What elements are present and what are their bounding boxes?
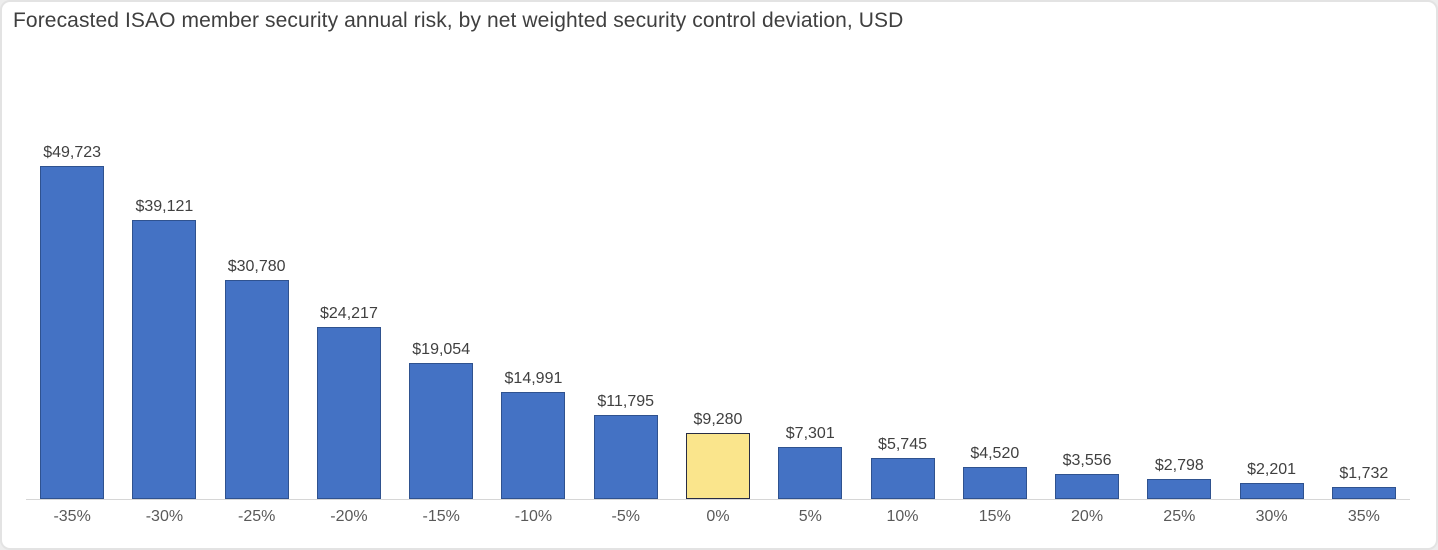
x-axis-tick-label: -15% [422,508,460,525]
bar-slot-15pct: $4,520 15% [949,145,1041,525]
bar [224,280,289,499]
chart-title: Forecasted ISAO member security annual r… [13,9,904,32]
x-axis-tick-label: 35% [1347,508,1380,525]
x-axis-tick-label: -5% [611,508,640,525]
bar-slot-10pct: $5,745 10% [856,145,948,525]
bar-slot-20pct: $3,556 20% [1041,145,1133,525]
x-axis-tick-label: -35% [53,508,91,525]
bar-value-label: $2,798 [1154,457,1204,474]
bar-value-label: $3,556 [1062,452,1112,469]
bar [316,327,381,499]
x-axis-tick-label: -25% [237,508,276,525]
bar-value-label: $24,217 [320,305,378,322]
bar [1331,487,1396,499]
bar-slot--10pct: $14,991 -10% [487,145,579,525]
bar-slot-5pct: $7,301 5% [764,145,856,525]
x-axis-tick-label: 10% [886,508,919,525]
bar-slot-25pct: $2,798 25% [1133,145,1225,525]
bar [40,166,105,499]
bar-value-label: $49,723 [43,144,102,161]
bar-value-label: $1,732 [1339,465,1389,482]
bar-slot-0pct: $9,280 0% [672,145,764,525]
bar [409,363,474,499]
bar-value-label: $7,301 [785,425,835,442]
bar-value-label: $30,780 [227,258,286,275]
bar-slot--35pct: $49,723 -35% [26,144,118,525]
bar [778,447,843,499]
bar [132,220,197,499]
bar-value-label: $11,795 [597,393,655,410]
x-axis-tick-label: 25% [1163,508,1196,525]
bar-value-label: $19,054 [412,341,471,358]
bar-value-label: $4,520 [970,445,1020,462]
bar-value-label: $5,745 [878,436,927,453]
bar-value-label: $14,991 [504,370,563,387]
plot-area: $49,723 -35% $39,121 -30% $30,780 -25% $… [26,144,1410,525]
bar [1147,479,1212,499]
bar-slot-35pct: $1,732 35% [1318,145,1410,525]
bar-slot--30pct: $39,121 -30% [118,145,210,525]
bar-slot--25pct: $30,780 -25% [211,145,303,525]
x-axis-tick-label: 5% [798,508,822,525]
bar [1055,474,1120,499]
bar-slot--20pct: $24,217 -20% [303,145,395,525]
x-axis-tick-label: -10% [514,508,553,525]
x-axis-tick-label: 30% [1255,508,1288,525]
x-axis-tick-label: -30% [145,508,184,525]
bar-value-label: $9,280 [693,411,743,428]
bar-slot--5pct: $11,795 -5% [580,145,672,525]
bar [593,415,658,499]
bar [501,392,566,499]
bar-value-label: $2,201 [1247,461,1297,478]
bar-highlighted [685,433,750,499]
bar [1239,483,1304,499]
bar-slot--15pct: $19,054 -15% [395,145,487,525]
bar [962,467,1027,499]
x-axis-tick-label: -20% [330,508,368,525]
x-axis-tick-label: 15% [978,508,1011,525]
bar-value-label: $39,121 [135,198,194,215]
x-axis-tick-label: 0% [706,508,730,525]
bar [870,458,935,499]
bar-slot-30pct: $2,201 30% [1225,145,1317,525]
x-axis-tick-label: 20% [1071,508,1104,525]
